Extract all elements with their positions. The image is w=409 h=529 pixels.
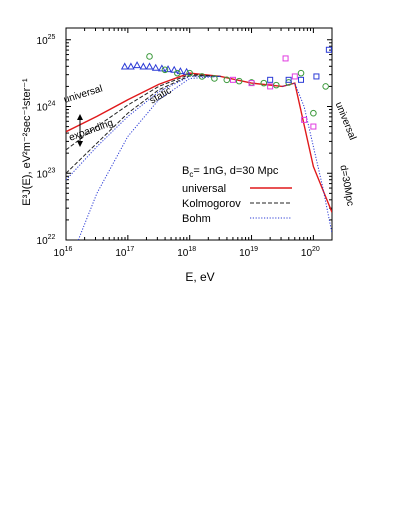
data-point — [313, 73, 320, 80]
series-line — [66, 73, 221, 151]
legend-title: Bc= 1nG, d=30 Mpc — [182, 165, 279, 179]
x-tick-power: 17 — [127, 246, 135, 253]
legend-title-sub: c — [189, 170, 193, 179]
data-point — [267, 76, 274, 83]
y-tick-label: 1022 — [37, 234, 56, 247]
x-tick-power: 19 — [250, 246, 258, 253]
y-tick-power: 24 — [48, 101, 56, 108]
data-point — [133, 61, 141, 69]
data-point — [267, 83, 274, 90]
plot-area — [66, 46, 332, 240]
data-point — [310, 123, 317, 130]
arrow-head — [77, 114, 83, 120]
x-tick-power: 18 — [188, 246, 196, 253]
y-tick-label: 1024 — [37, 101, 56, 114]
data-point — [127, 62, 135, 70]
data-point — [310, 109, 317, 117]
legend-label: universal — [182, 183, 226, 195]
data-point — [291, 73, 298, 80]
y-tick-base: 10 — [37, 169, 49, 180]
annotation: d=30Mpc — [337, 164, 355, 207]
legend-label: Kolmogorov — [182, 198, 241, 210]
data-point — [260, 79, 268, 87]
x-tick-label: 1020 — [301, 246, 320, 259]
y-tick-label: 1023 — [37, 167, 56, 180]
x-tick-label: 1019 — [239, 246, 258, 259]
y-tick-power: 23 — [48, 167, 56, 174]
data-point — [223, 76, 231, 84]
legend-title-main: B — [182, 165, 189, 177]
x-tick-base: 10 — [239, 248, 251, 259]
y-tick-power: 25 — [48, 34, 56, 41]
x-axis-label: E, eV — [185, 270, 214, 284]
data-point — [198, 73, 206, 80]
annotation: expanding — [68, 118, 115, 144]
y-axis-label: E³J(E), eV²m⁻²sec⁻¹ster⁻¹ — [21, 78, 33, 206]
y-tick-power: 22 — [48, 234, 56, 241]
y-tick-label: 1025 — [37, 34, 56, 47]
x-tick-label: 1017 — [115, 246, 134, 259]
y-tick-base: 10 — [37, 36, 49, 47]
x-tick-base: 10 — [115, 248, 127, 259]
y-tick-base: 10 — [37, 236, 49, 247]
data-point — [322, 83, 329, 90]
data-point — [298, 76, 305, 83]
data-point — [248, 80, 255, 87]
data-point — [301, 116, 308, 123]
y-tick-base: 10 — [37, 103, 49, 114]
x-tick-base: 10 — [177, 248, 189, 259]
data-point — [211, 75, 218, 82]
x-tick-base: 10 — [54, 248, 66, 259]
data-point — [139, 62, 148, 70]
data-point — [151, 63, 160, 71]
arrow-head — [77, 141, 83, 147]
data-point — [145, 62, 154, 70]
series-line — [282, 82, 332, 234]
data-point — [146, 53, 153, 60]
data-point — [229, 76, 236, 83]
x-tick-label: 1018 — [177, 246, 196, 259]
data-point — [170, 65, 179, 73]
x-tick-label: 1016 — [54, 246, 73, 259]
x-tick-power: 16 — [65, 246, 73, 253]
data-point — [282, 55, 289, 62]
annotation: universal — [333, 100, 358, 141]
data-point — [161, 66, 169, 74]
data-point — [272, 81, 280, 89]
x-tick-power: 20 — [312, 246, 320, 253]
data-point — [182, 67, 191, 75]
x-tick-base: 10 — [301, 248, 313, 259]
data-point — [325, 46, 332, 53]
data-point — [285, 76, 292, 83]
data-point — [235, 77, 243, 85]
data-point — [186, 69, 193, 77]
data-point — [164, 65, 172, 73]
data-point — [297, 69, 305, 77]
legend-label: Bohm — [182, 213, 211, 225]
series-line — [66, 75, 221, 174]
data-point — [174, 69, 181, 77]
data-point — [120, 62, 129, 70]
legend-title-rest: = 1nG, d=30 Mpc — [193, 165, 278, 177]
plot-frame — [65, 27, 333, 241]
